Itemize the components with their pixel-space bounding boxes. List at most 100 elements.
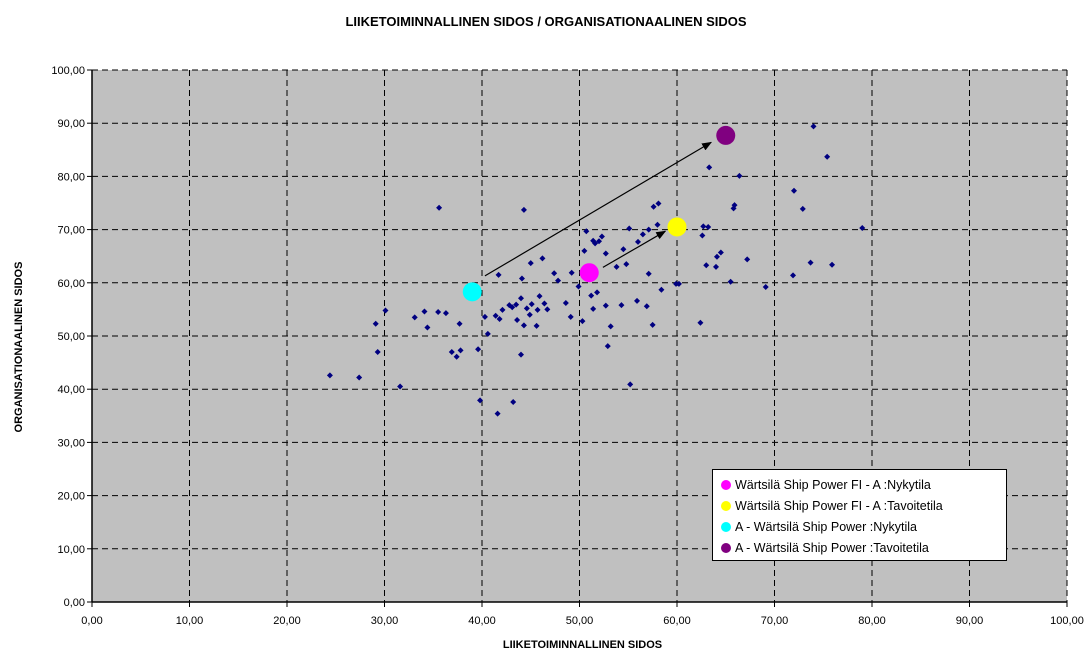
legend-item: Wärtsilä Ship Power FI - A :Tavoitetila: [721, 495, 1006, 516]
data-point: [727, 278, 734, 285]
data-point: [436, 204, 443, 211]
data-point: [643, 303, 650, 310]
data-point: [453, 353, 460, 360]
legend-swatch: [721, 500, 731, 511]
data-point: [762, 284, 769, 291]
data-point: [731, 202, 738, 209]
data-point: [598, 233, 605, 240]
x-tick-label: 0,00: [81, 615, 102, 627]
data-point: [594, 289, 601, 296]
legend-label: Wärtsilä Ship Power FI - A :Nykytila: [735, 477, 931, 492]
data-points: [326, 123, 866, 417]
data-point: [824, 153, 831, 160]
data-point: [481, 313, 488, 320]
legend-item: A - Wärtsilä Ship Power :Nykytila: [721, 516, 1006, 537]
data-point: [655, 200, 662, 207]
x-tick-label: 100,00: [1050, 615, 1084, 627]
data-point: [513, 301, 520, 308]
y-tick-label: 100,00: [51, 65, 85, 77]
data-point: [581, 247, 588, 254]
data-point: [523, 305, 530, 312]
data-point: [536, 293, 543, 300]
data-point: [514, 317, 521, 324]
data-point: [579, 318, 586, 325]
data-point: [791, 187, 797, 194]
data-point: [477, 397, 484, 404]
legend-swatch: [721, 542, 731, 553]
data-point: [613, 263, 620, 270]
x-tick-label: 50,00: [566, 615, 594, 627]
data-point: [618, 302, 625, 309]
data-point: [562, 300, 569, 307]
data-point: [717, 249, 724, 256]
legend: Wärtsilä Ship Power FI - A :Nykytila Wärt…: [712, 469, 1007, 561]
data-point: [799, 205, 806, 212]
legend-label: Wärtsilä Ship Power FI - A :Tavoitetila: [735, 498, 943, 513]
data-point: [859, 225, 866, 232]
data-point: [627, 381, 634, 388]
legend-swatch: [721, 521, 731, 532]
y-tick-label: 40,00: [57, 384, 85, 396]
x-tick-label: 90,00: [956, 615, 984, 627]
data-point: [713, 263, 719, 270]
data-point: [590, 305, 597, 312]
data-point: [575, 283, 582, 290]
data-point: [639, 231, 646, 238]
data-point: [494, 410, 501, 417]
data-point: [654, 221, 661, 228]
tick-labels: 0,00 10,00 20,00 30,00 40,00 50,00 60,00 70,00 8…: [51, 65, 1083, 627]
data-point: [645, 270, 652, 277]
highlight-point: [579, 263, 599, 283]
data-point: [744, 256, 751, 263]
data-point: [544, 306, 551, 313]
data-point: [713, 253, 720, 260]
y-tick-label: 50,00: [57, 331, 85, 343]
data-point: [496, 315, 503, 322]
x-axis-title: LIIKETOIMINNALLINEN SIDOS: [502, 639, 663, 651]
data-point: [372, 320, 379, 327]
y-tick-label: 20,00: [57, 491, 85, 503]
x-tick-label: 30,00: [371, 615, 399, 627]
data-point: [635, 238, 641, 245]
y-tick-label: 10,00: [57, 544, 85, 556]
data-point: [620, 246, 627, 253]
y-tick-label: 0,00: [64, 597, 85, 609]
data-point: [382, 307, 389, 314]
data-point: [551, 270, 558, 277]
data-point: [518, 275, 525, 282]
trend-arrow: [602, 230, 667, 268]
data-point: [539, 255, 546, 262]
y-tick-label: 90,00: [57, 118, 85, 130]
data-point: [596, 238, 602, 245]
data-point: [583, 228, 590, 235]
highlight-point: [462, 282, 482, 302]
x-tick-label: 80,00: [858, 615, 886, 627]
legend-label: A - Wärtsilä Ship Power :Tavoitetila: [735, 540, 929, 555]
data-point: [457, 347, 464, 354]
data-point: [626, 225, 633, 232]
data-point: [495, 271, 502, 278]
data-point: [326, 372, 333, 379]
data-point: [510, 398, 517, 405]
data-point: [499, 306, 506, 313]
data-point: [555, 277, 562, 284]
data-point: [374, 348, 381, 355]
data-point: [533, 322, 540, 329]
data-point: [518, 351, 524, 358]
data-point: [424, 324, 431, 331]
data-point: [442, 310, 449, 317]
data-point: [356, 374, 363, 381]
legend-item: Wärtsilä Ship Power FI - A :Nykytila: [721, 474, 1006, 495]
data-point: [397, 383, 404, 390]
x-tick-label: 20,00: [273, 615, 301, 627]
x-tick-label: 10,00: [176, 615, 204, 627]
data-point: [645, 226, 652, 233]
highlight-points: [462, 125, 736, 302]
data-point: [592, 240, 599, 247]
data-point: [658, 286, 665, 293]
data-point: [705, 223, 712, 230]
chart-title: LIIKETOIMINNALLINEN SIDOS / ORGANISATION…: [345, 14, 747, 29]
trend-arrows: [484, 141, 712, 277]
data-point: [634, 297, 641, 304]
data-point: [650, 203, 657, 210]
